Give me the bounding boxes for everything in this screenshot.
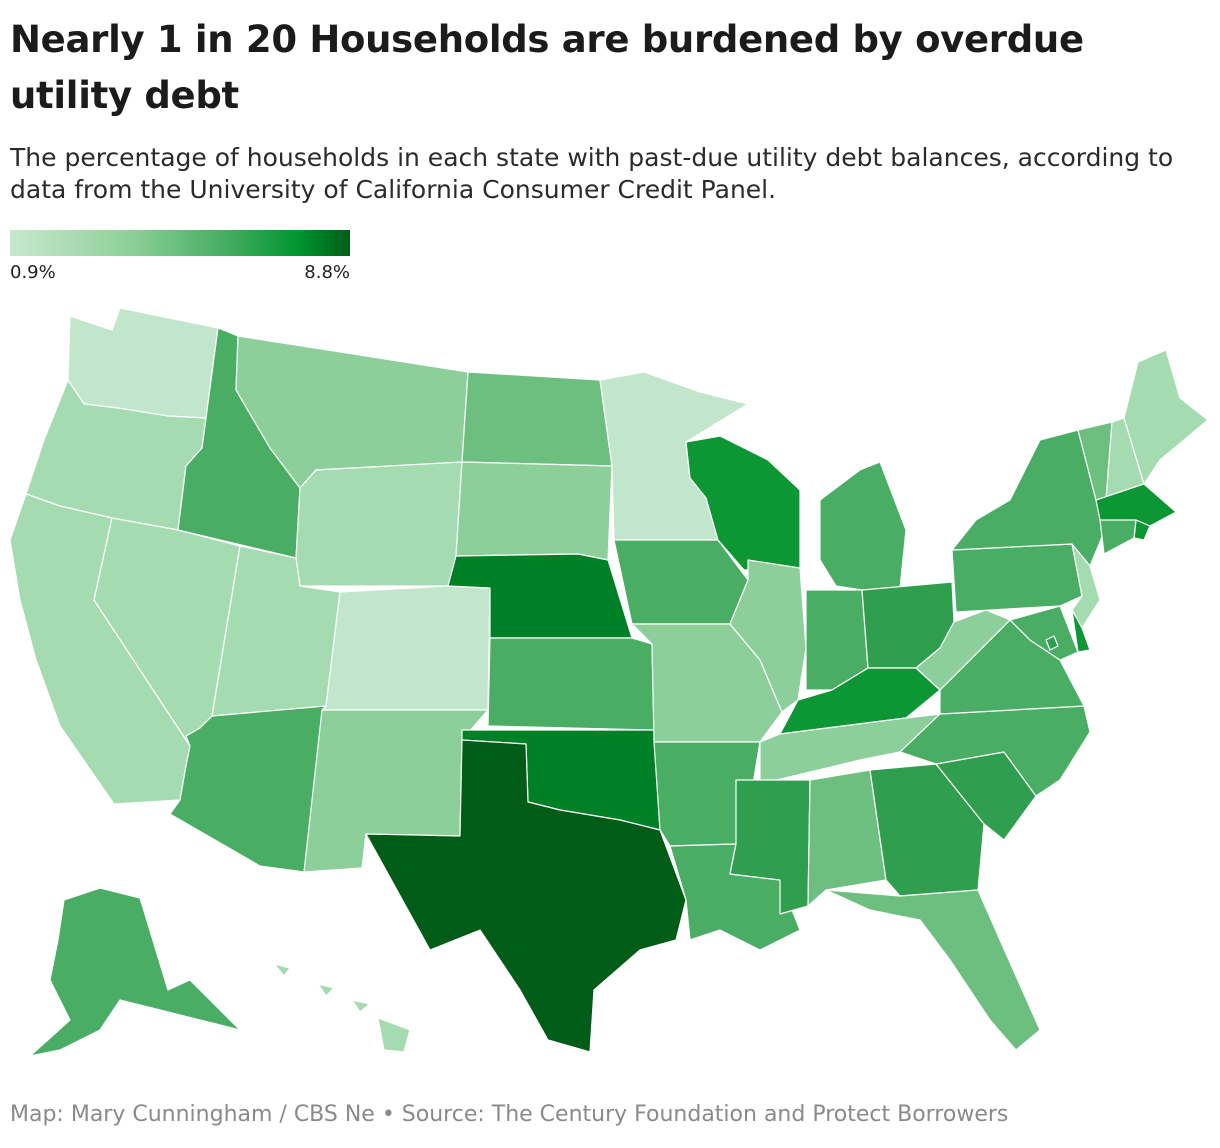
state-dc[interactable] bbox=[1045, 635, 1059, 651]
state-pa[interactable] bbox=[951, 543, 1083, 613]
state-md[interactable] bbox=[1009, 605, 1079, 661]
state-hi[interactable] bbox=[273, 963, 411, 1053]
legend-min-label: 0.9% bbox=[10, 262, 56, 283]
state-wa[interactable] bbox=[67, 307, 219, 419]
map-subtitle: The percentage of households in each sta… bbox=[10, 143, 1174, 204]
state-al[interactable] bbox=[807, 769, 887, 907]
state-fl[interactable] bbox=[825, 889, 1041, 1051]
state-ak[interactable] bbox=[29, 887, 241, 1057]
state-me[interactable] bbox=[1123, 349, 1209, 485]
legend-gradient-bar bbox=[10, 230, 350, 256]
state-mi[interactable] bbox=[819, 461, 907, 591]
state-wv[interactable] bbox=[915, 609, 1011, 691]
state-ks[interactable] bbox=[487, 637, 655, 731]
state-tx[interactable] bbox=[365, 739, 687, 1053]
map-title: Nearly 1 in 20 Households are burdened b… bbox=[10, 18, 1084, 117]
map-footer-credit: Map: Mary Cunningham / CBS Ne • Source: … bbox=[10, 1102, 1009, 1127]
states-layer bbox=[9, 307, 1209, 1057]
color-legend: 0.9% 8.8% bbox=[10, 230, 350, 290]
state-ia[interactable] bbox=[613, 539, 749, 625]
state-ct[interactable] bbox=[1099, 519, 1137, 555]
state-wy[interactable] bbox=[295, 461, 463, 587]
state-ma[interactable] bbox=[1095, 483, 1177, 527]
state-de[interactable] bbox=[1071, 609, 1091, 653]
us-map-svg bbox=[9, 307, 1209, 1057]
state-nd[interactable] bbox=[461, 371, 613, 467]
state-wi[interactable] bbox=[685, 435, 801, 571]
state-co[interactable] bbox=[321, 585, 491, 711]
us-choropleth-map bbox=[0, 300, 1220, 1070]
state-ny[interactable] bbox=[951, 429, 1105, 567]
state-il[interactable] bbox=[729, 559, 807, 713]
state-sd[interactable] bbox=[455, 461, 613, 561]
legend-max-label: 8.8% bbox=[304, 262, 350, 283]
